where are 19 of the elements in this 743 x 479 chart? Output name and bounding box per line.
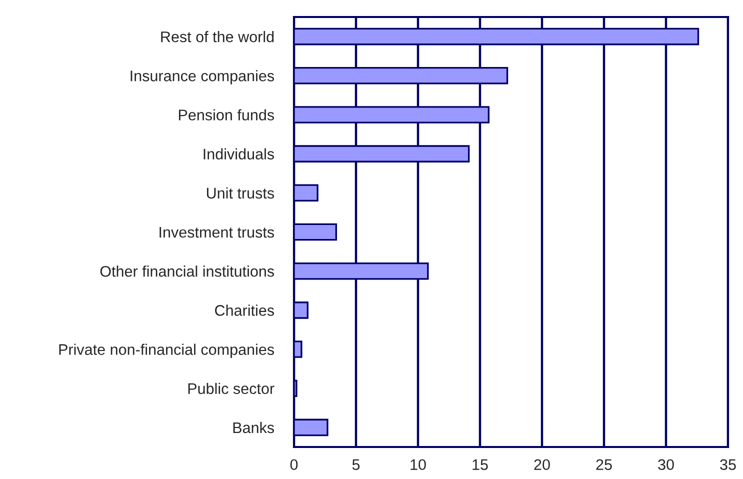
y-tick-label: Private non-financial companies [59,344,274,358]
y-tick-label: Other financial institutions [100,266,274,277]
y-tick-label: Banks [233,422,274,434]
x-tick-label: 0 [290,459,298,470]
x-tick-label: 25 [596,459,612,470]
x-tick-label: 20 [534,459,550,470]
y-tick-label: Insurance companies [130,70,274,84]
y-tick-label: Charities [215,304,274,316]
y-tick-label: Pension funds [178,109,274,120]
x-tick-label: 15 [472,459,488,470]
y-tick-label: Public sector [188,382,274,394]
y-tick-label: Investment trusts [160,227,274,238]
y-tick-label: Rest of the world [161,31,274,42]
y-tick-label: Individuals [204,148,274,160]
y-tick-label: Unit trusts [206,187,274,199]
x-tick-label: 5 [352,459,360,470]
x-tick-label: 35 [720,459,736,470]
x-tick-label: 30 [658,459,674,470]
x-tick-label: 10 [410,459,426,470]
